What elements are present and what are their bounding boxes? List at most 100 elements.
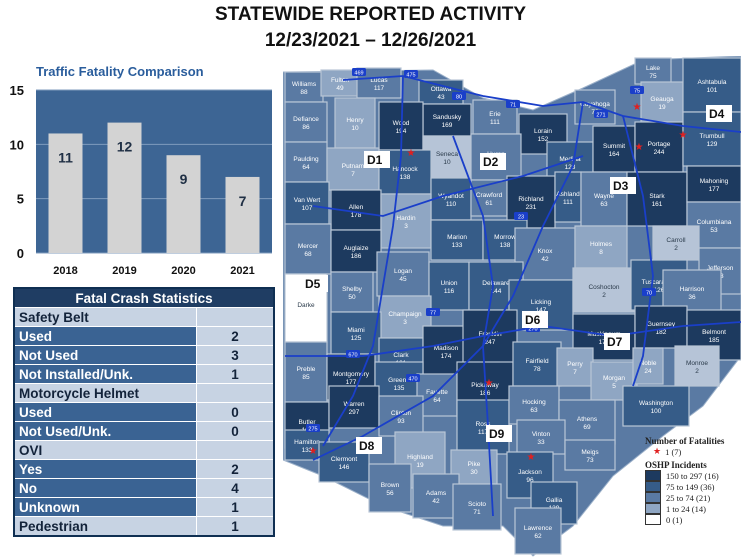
highway-number: 670 [348, 353, 357, 359]
county-name: Holmes [590, 241, 613, 248]
county-name: Highland [407, 454, 433, 461]
county-shape [682, 57, 741, 113]
district-label: D5 [305, 277, 321, 291]
county-value: 10 [351, 125, 359, 132]
row-value: 4 [196, 478, 275, 498]
county-name: Mercer [298, 243, 319, 250]
county-name: Fairfield [525, 358, 549, 365]
county-name: Darke [297, 302, 315, 309]
legend-fatalities-title: Number of Fatalities [645, 436, 725, 446]
county-value: 116 [444, 288, 455, 295]
row-value [196, 383, 275, 403]
county-shape [462, 309, 518, 365]
table-section: Motorcycle Helmet [13, 383, 275, 403]
county-name: Jackson [518, 469, 542, 476]
row-label: Not Installed/Unk. [13, 364, 197, 384]
highway-shield: 77 [426, 308, 440, 317]
county-value: 96 [526, 477, 534, 484]
highway-line [322, 75, 404, 447]
highway-shield: 469 [352, 68, 366, 77]
district-label-bg [522, 311, 548, 328]
row-label: Pedestrian [13, 516, 197, 537]
county-name: Ross [476, 421, 492, 428]
county-name: Putnam [342, 163, 364, 170]
y-tick-label: 15 [10, 83, 24, 98]
county-value: 33 [537, 439, 545, 446]
shield-icon [346, 350, 360, 358]
county-value: 50 [348, 294, 356, 301]
fatality-star-icon: ★ [485, 378, 494, 389]
county-value: 30 [470, 469, 478, 476]
county-name: Hardin [396, 215, 416, 222]
county-name: Warren [343, 401, 364, 408]
district-label: D2 [483, 155, 499, 169]
row-value: 3 [196, 345, 275, 365]
county-name: Athens [577, 416, 598, 423]
legend-ranges: 150 to 297 (16) 75 to 149 (36) 25 to 74 (2… [645, 470, 724, 525]
county-value: 146 [339, 464, 350, 471]
county-name: Miami [347, 327, 364, 334]
chart-title: Traffic Fatality Comparison [36, 64, 204, 79]
county-shape [574, 225, 628, 269]
county-value: 161 [652, 201, 663, 208]
shield-icon [594, 110, 608, 118]
highway-shield: 475 [404, 70, 418, 79]
shield-icon [514, 212, 528, 220]
highway-number: 80 [456, 95, 462, 101]
highway-shield: 80 [452, 92, 466, 101]
county-value: 111 [490, 119, 500, 126]
bar [225, 176, 260, 253]
county-value: 138 [400, 174, 411, 181]
county-value: 61 [485, 200, 493, 207]
county-name: Allen [349, 204, 364, 211]
county-name: Adams [426, 490, 447, 497]
legend-range-label: 150 to 297 (16) [666, 470, 719, 481]
county-name: Fulton [331, 77, 349, 84]
county-name: Auglaize [344, 245, 369, 252]
county-name: Vinton [532, 431, 551, 438]
county-name: Lawrence [524, 525, 553, 532]
county-shape [572, 267, 636, 313]
